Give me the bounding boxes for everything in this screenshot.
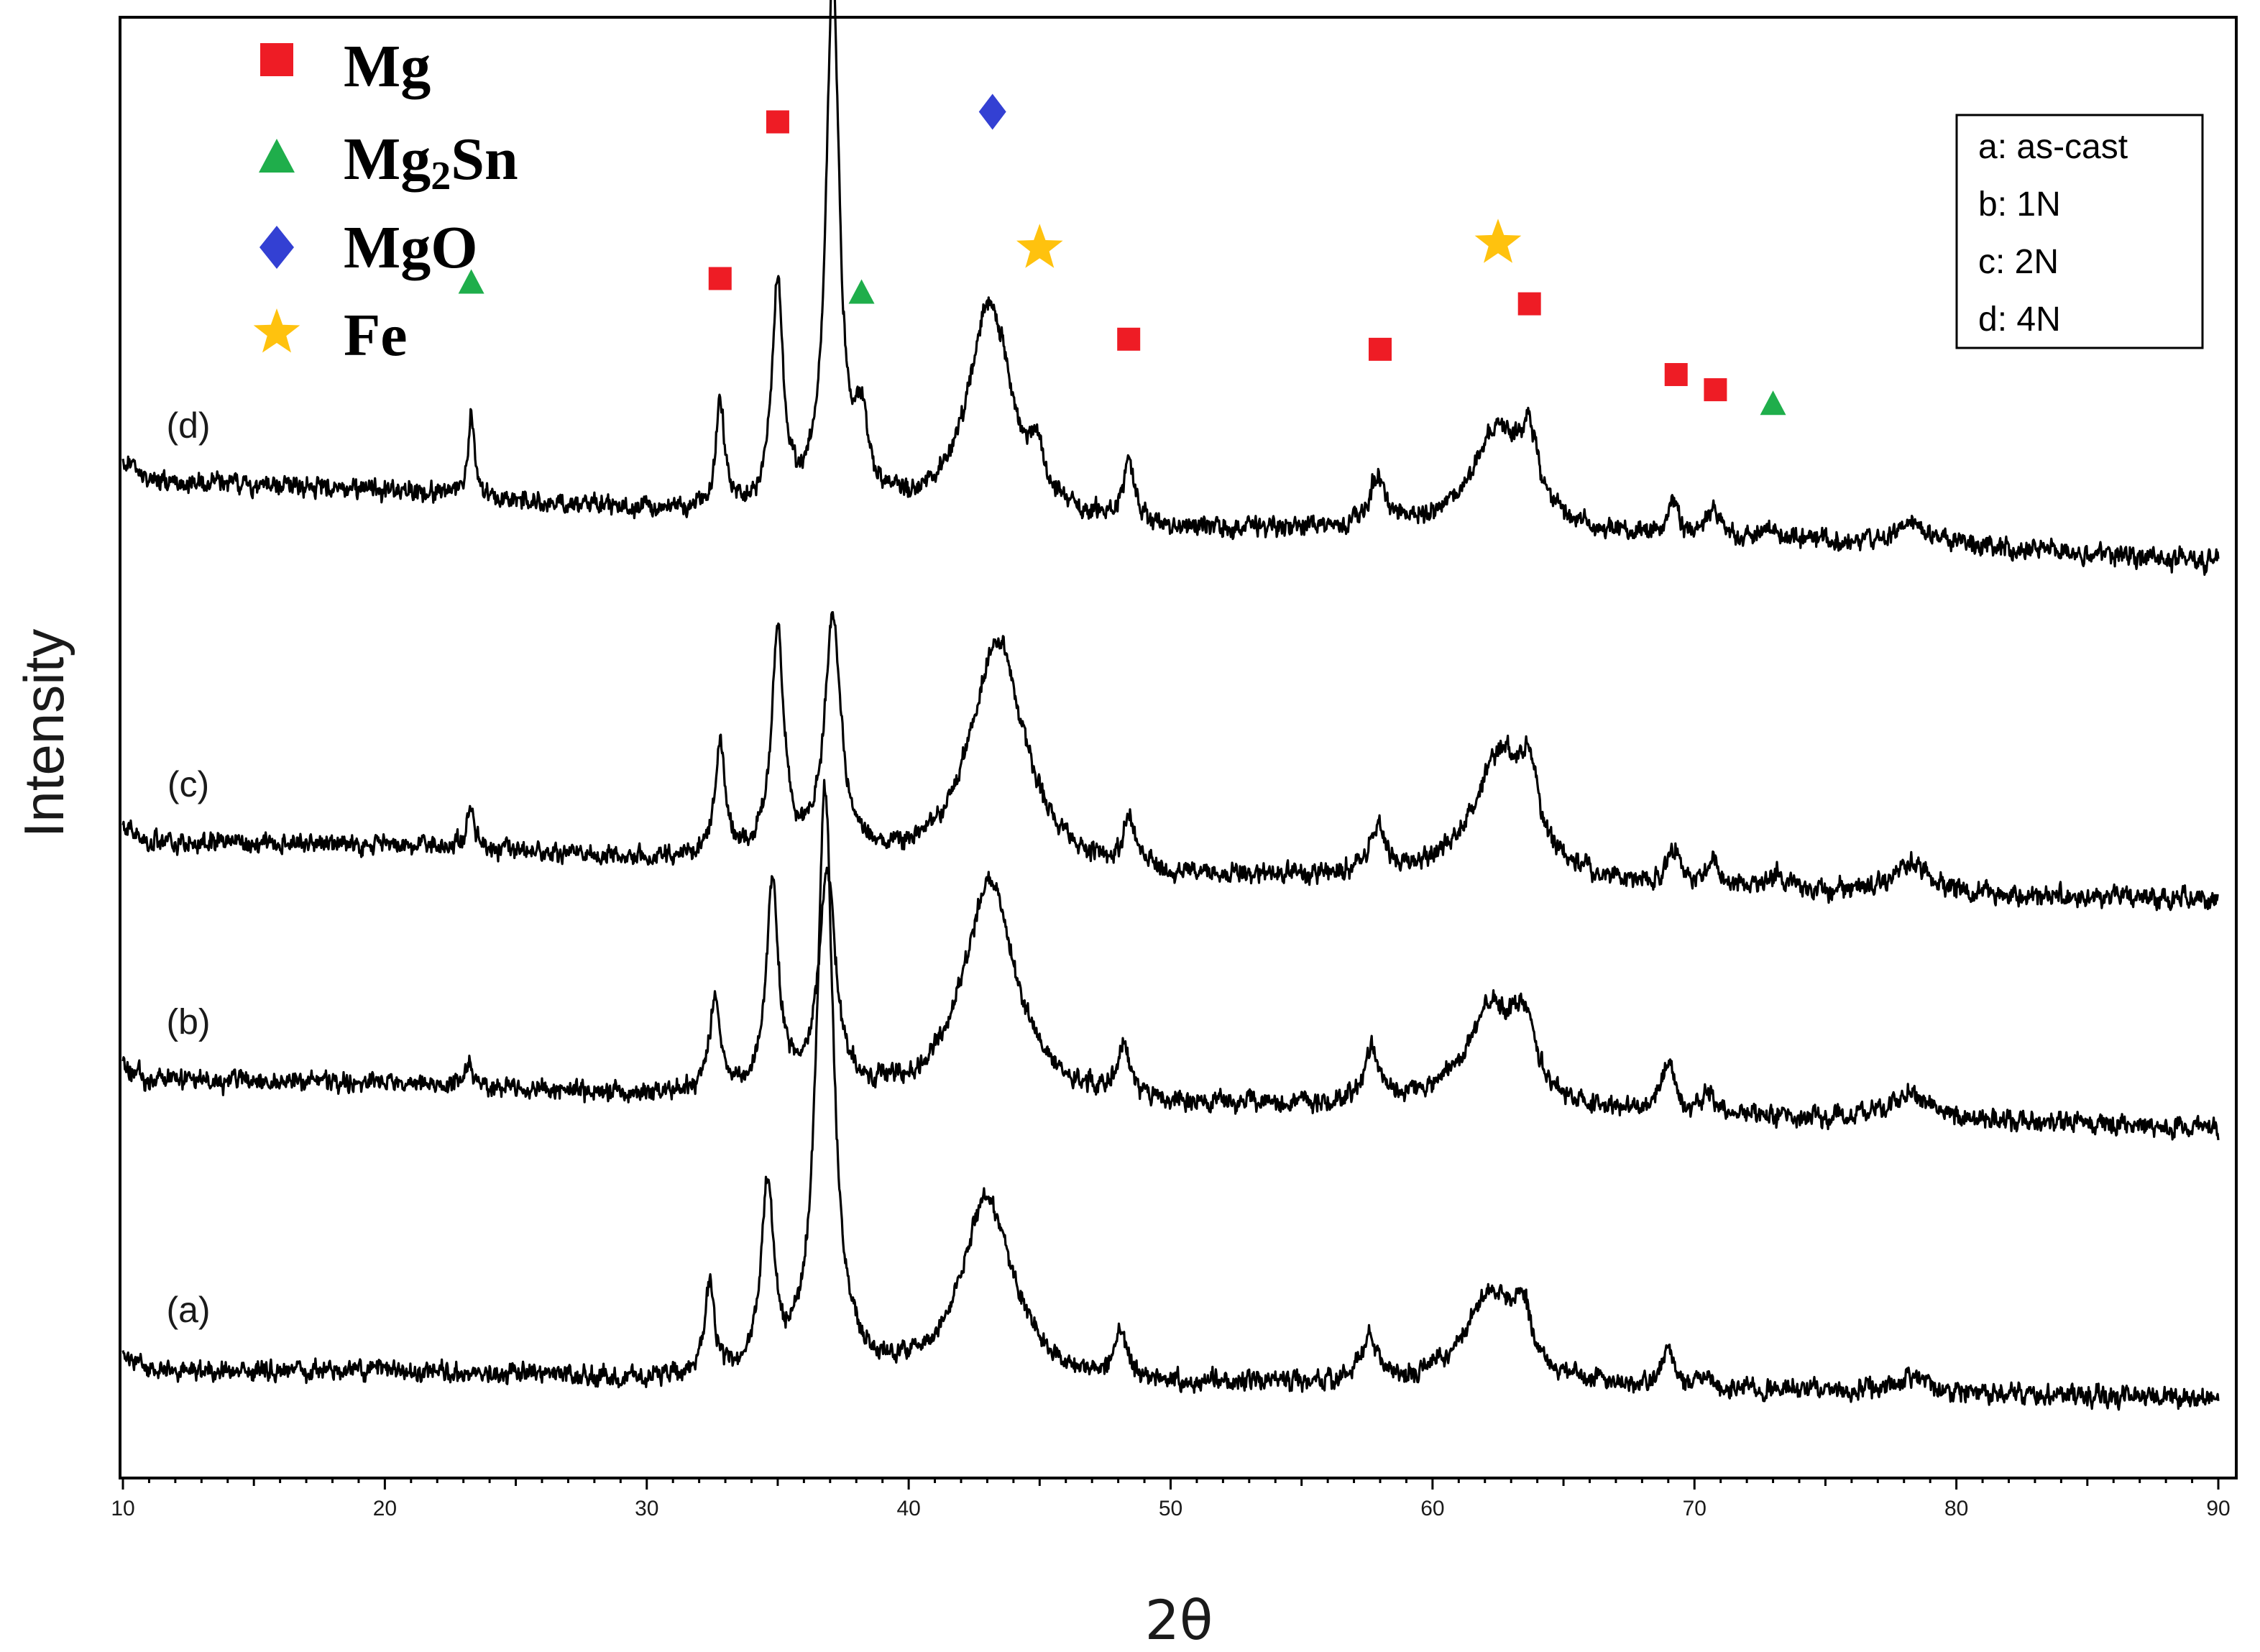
- marker-mg: [766, 110, 789, 134]
- plot-frame: [119, 16, 2238, 1479]
- legend-fe-star-icon: [253, 308, 300, 353]
- marker-mgo: [978, 93, 1006, 130]
- marker-mg: [1704, 378, 1727, 402]
- legend-fe-label: Fe: [344, 302, 408, 369]
- y-axis-title: Intensity: [12, 629, 75, 838]
- marker-fe: [1016, 224, 1063, 268]
- legend-mgo-label: MgO: [344, 214, 478, 281]
- sample-legend-a: a: as-cast: [1978, 128, 2128, 166]
- pattern-label-c: (c): [167, 764, 209, 804]
- legend-mg-label: Mg: [344, 33, 431, 100]
- pattern-d: [121, 0, 2220, 576]
- sample-legend: a: as-cast b: 1N c: 2N d: 4N: [1955, 114, 2204, 349]
- marker-mg: [1517, 292, 1541, 316]
- diffraction-patterns: [121, 0, 2220, 1411]
- phase-markers: [458, 93, 1786, 416]
- x-tick-label: 60: [1420, 1497, 1444, 1520]
- legend-mg-square-icon: [260, 43, 293, 76]
- phase-legend: Mg Mg2Sn MgO Fe: [253, 33, 518, 369]
- pattern-c: [121, 611, 2219, 912]
- marker-mg: [1369, 337, 1392, 361]
- pattern-label-d: (d): [166, 405, 210, 446]
- sample-legend-c: c: 2N: [1978, 243, 2059, 281]
- x-axis-ticks: 10 20 30 40 50 60 70 80 90: [111, 1478, 2231, 1520]
- x-tick-label: 30: [635, 1497, 658, 1520]
- x-tick-label: 10: [111, 1497, 134, 1520]
- x-tick-label: 70: [1683, 1497, 1707, 1520]
- x-axis-title: 2θ: [1145, 1588, 1213, 1652]
- marker-mg: [1117, 327, 1141, 351]
- x-tick-label: 40: [896, 1497, 920, 1520]
- marker-mg: [1664, 363, 1688, 387]
- legend-mg2sn-triangle-icon: [259, 139, 295, 173]
- legend-mg2sn-label: Mg2Sn: [344, 126, 518, 198]
- sample-legend-d: d: 4N: [1978, 300, 2061, 339]
- pattern-b: [121, 866, 2220, 1141]
- x-tick-label: 90: [2206, 1497, 2230, 1520]
- sample-labels: (a) (b) (c) (d): [166, 405, 210, 1330]
- legend-mgo-diamond-icon: [259, 226, 294, 269]
- sample-legend-b: b: 1N: [1978, 185, 2061, 224]
- x-tick-label: 80: [1944, 1497, 1968, 1520]
- pattern-a: [121, 779, 2220, 1411]
- pattern-label-a: (a): [166, 1290, 210, 1330]
- marker-fe: [1474, 219, 1522, 263]
- x-tick-label: 20: [373, 1497, 397, 1520]
- marker-mg2sn: [1760, 390, 1786, 416]
- marker-mg: [708, 267, 732, 290]
- marker-mg2sn: [458, 269, 484, 294]
- pattern-label-b: (b): [166, 1001, 210, 1042]
- sample-legend-box: [1955, 114, 2204, 349]
- x-tick-label: 50: [1159, 1497, 1182, 1520]
- marker-mg2sn: [848, 279, 875, 304]
